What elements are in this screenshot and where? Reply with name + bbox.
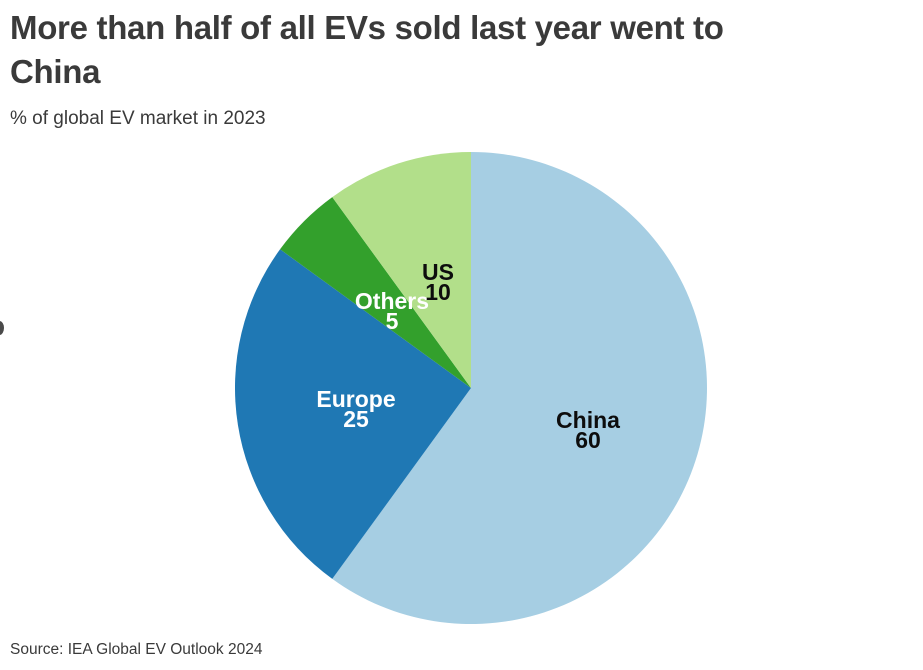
pie-label-others: Others 5 (355, 288, 429, 334)
pie-chart-area: China 60 Europe 25 Others 5 US 10 (235, 152, 707, 624)
chart-title-line-2: China (10, 53, 101, 90)
pie-slice-europe (235, 249, 471, 579)
chart-title: More than half of all EVs sold last year… (10, 6, 724, 94)
pie-slice-us (332, 152, 471, 388)
pie-label-europe: Europe 25 (316, 386, 395, 432)
pie-slice-china (332, 152, 707, 624)
chart-subtitle: % of global EV market in 2023 (10, 108, 266, 129)
pie-label-china: China 60 (556, 407, 620, 453)
pie-slice-others (280, 197, 471, 388)
chart-title-line-1: More than half of all EVs sold last year… (10, 9, 724, 46)
source-attribution: Source: IEA Global EV Outlook 2024 (10, 641, 263, 658)
pie-label-us: US 10 (422, 259, 454, 305)
clipped-edge-glyph (0, 321, 4, 335)
pie-chart: China 60 Europe 25 Others 5US 10 (235, 152, 707, 624)
